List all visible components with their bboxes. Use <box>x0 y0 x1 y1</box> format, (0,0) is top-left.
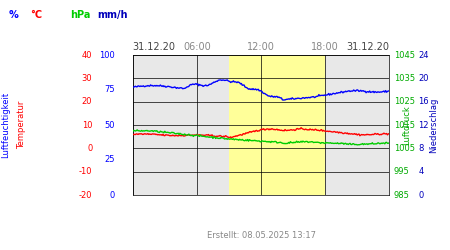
Text: Erstellt: 08.05.2025 13:17: Erstellt: 08.05.2025 13:17 <box>207 231 315 240</box>
Text: 06:00: 06:00 <box>183 42 211 52</box>
Text: 0: 0 <box>418 190 424 200</box>
Text: Luftdruck: Luftdruck <box>402 105 411 145</box>
Text: 40: 40 <box>82 50 92 59</box>
Text: 985: 985 <box>394 190 410 200</box>
Text: mm/h: mm/h <box>97 10 127 20</box>
Text: 20: 20 <box>418 74 429 83</box>
Text: -10: -10 <box>79 167 92 176</box>
Text: 24: 24 <box>418 50 429 59</box>
Text: 12: 12 <box>418 120 429 130</box>
Text: 1005: 1005 <box>394 144 415 153</box>
Text: 4: 4 <box>418 167 424 176</box>
Text: 18:00: 18:00 <box>311 42 339 52</box>
Text: 50: 50 <box>104 120 115 130</box>
Text: 1025: 1025 <box>394 97 415 106</box>
Text: Niederschlag: Niederschlag <box>429 97 438 153</box>
Text: 12:00: 12:00 <box>247 42 275 52</box>
Text: hPa: hPa <box>70 10 90 20</box>
Text: 30: 30 <box>81 74 92 83</box>
Text: 100: 100 <box>99 50 115 59</box>
Text: 0: 0 <box>87 144 92 153</box>
Text: 25: 25 <box>104 156 115 164</box>
Text: 8: 8 <box>418 144 424 153</box>
Text: 75: 75 <box>104 86 115 94</box>
Text: 31.12.20: 31.12.20 <box>346 42 389 52</box>
Text: %: % <box>9 10 19 20</box>
Text: 1015: 1015 <box>394 120 415 130</box>
Text: 1045: 1045 <box>394 50 415 59</box>
Text: Temperatur: Temperatur <box>17 101 26 149</box>
Text: -20: -20 <box>79 190 92 200</box>
Text: 0: 0 <box>109 190 115 200</box>
Text: 995: 995 <box>394 167 410 176</box>
Text: 1035: 1035 <box>394 74 415 83</box>
Text: 20: 20 <box>82 97 92 106</box>
Text: Luftfeuchtigkeit: Luftfeuchtigkeit <box>1 92 10 158</box>
Bar <box>229 55 325 195</box>
Text: °C: °C <box>31 10 43 20</box>
Text: 16: 16 <box>418 97 429 106</box>
Text: 10: 10 <box>82 120 92 130</box>
Text: 31.12.20: 31.12.20 <box>133 42 176 52</box>
